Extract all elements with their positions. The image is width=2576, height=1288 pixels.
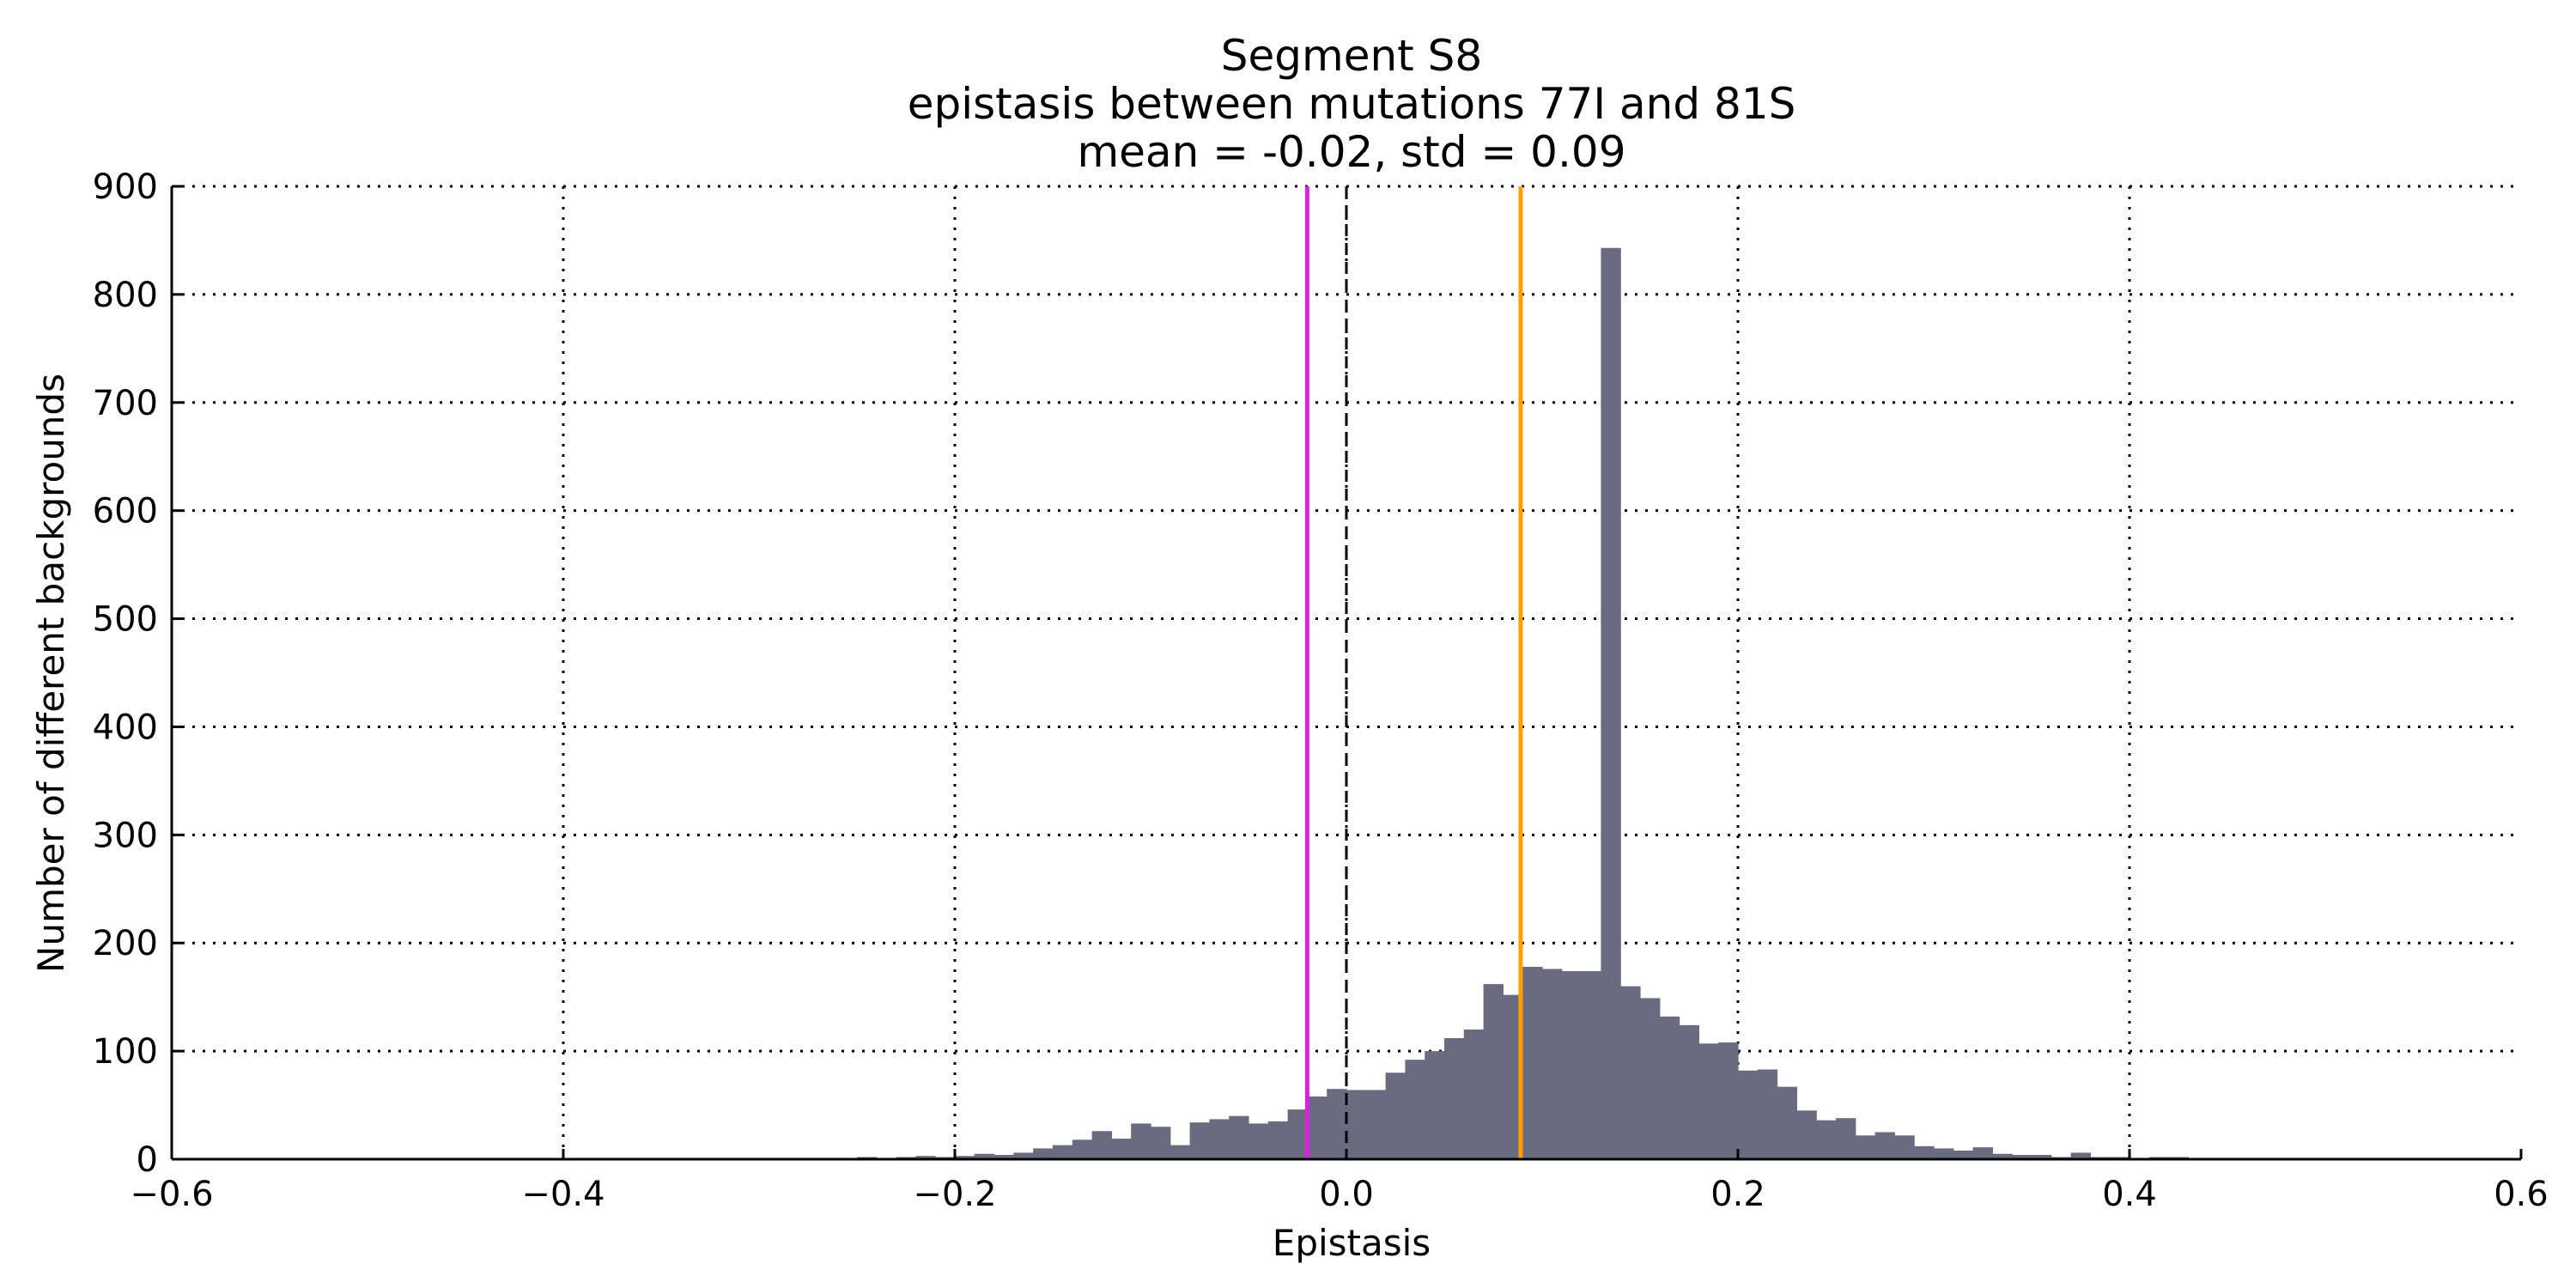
- y-tick-label: 500: [93, 600, 158, 640]
- histogram-bar: [1953, 1150, 1974, 1159]
- histogram-bar: [1836, 1118, 1856, 1159]
- x-axis-ticks: −0.6 −0.4 −0.2 0.0 0.2 0.4 0.6: [130, 1149, 2549, 1214]
- x-tick-label: −0.4: [521, 1175, 605, 1214]
- histogram-bar: [1249, 1123, 1269, 1159]
- histogram-bar: [1209, 1119, 1230, 1159]
- histogram-bar: [955, 1156, 975, 1159]
- histogram-bar: [1855, 1135, 1876, 1159]
- histogram-bar: [1091, 1131, 1112, 1159]
- histogram-bar: [1698, 1043, 1719, 1159]
- histogram-bar: [1718, 1042, 1739, 1159]
- histogram-bar: [1992, 1153, 2013, 1159]
- y-tick-label: 400: [93, 708, 158, 747]
- histogram-bar: [1033, 1148, 1054, 1159]
- histogram-bar: [1542, 969, 1563, 1159]
- chart-title-line-3: mean = -0.02, std = 0.09: [1077, 127, 1625, 177]
- histogram-bar: [1757, 1069, 1778, 1159]
- chart-title-line-1: Segment S8: [1221, 31, 1482, 81]
- histogram-bar: [1072, 1139, 1093, 1159]
- histogram-bar: [2070, 1152, 2091, 1159]
- grid-lines: [172, 185, 2521, 1159]
- histogram-bar: [1111, 1139, 1132, 1159]
- histogram-bar: [1816, 1120, 1837, 1159]
- histogram-bar: [1151, 1127, 1171, 1159]
- histogram-bar: [1972, 1147, 1993, 1159]
- histogram-bar: [1385, 1072, 1406, 1159]
- histogram-bar: [1894, 1135, 1915, 1159]
- y-tick-label: 0: [137, 1140, 158, 1180]
- histogram-bar: [1503, 994, 1523, 1159]
- histogram-bar: [1307, 1096, 1327, 1159]
- histogram-bar: [993, 1154, 1014, 1159]
- y-tick-label: 700: [93, 384, 158, 423]
- x-tick-label: 0.4: [2102, 1175, 2157, 1214]
- histogram-bar: [1601, 247, 1621, 1160]
- histogram-bar: [1561, 970, 1583, 1159]
- x-tick-label: 0.0: [1319, 1175, 1374, 1214]
- histogram-bar: [1287, 1109, 1308, 1159]
- histogram-bar: [1738, 1070, 1759, 1159]
- y-tick-label: 100: [93, 1032, 158, 1072]
- y-tick-label: 200: [93, 924, 158, 963]
- histogram-bar: [974, 1153, 995, 1159]
- histogram-bar: [1189, 1122, 1210, 1159]
- x-tick-label: 0.2: [1710, 1175, 1765, 1214]
- histogram-bar: [1229, 1115, 1249, 1159]
- x-axis-label: Epistasis: [1273, 1222, 1431, 1264]
- reference-lines: [1304, 186, 1523, 1159]
- histogram-bar: [1914, 1145, 1935, 1159]
- histogram-bar: [1620, 986, 1641, 1159]
- histogram-bar: [1796, 1110, 1817, 1159]
- histogram-bar: [1581, 970, 1601, 1159]
- histogram-bar: [1483, 984, 1504, 1159]
- histogram-bar: [1346, 1090, 1367, 1159]
- histogram-bar: [2012, 1154, 2032, 1159]
- histogram-bar: [1934, 1148, 1954, 1159]
- y-tick-label: 900: [93, 167, 158, 207]
- y-tick-label: 600: [93, 492, 158, 532]
- histogram-bar: [1679, 1024, 1699, 1159]
- histogram-bar: [1874, 1132, 1895, 1159]
- chart-title-line-2: epistasis between mutations 77I and 81S: [908, 79, 1796, 129]
- histogram-bar: [1365, 1090, 1387, 1159]
- histogram-bar: [1425, 1051, 1445, 1159]
- histogram-bar: [1170, 1145, 1191, 1159]
- histogram-bar: [1267, 1121, 1289, 1159]
- histogram-bar: [1053, 1145, 1073, 1159]
- histogram-bar: [1463, 1029, 1485, 1159]
- histogram-bar: [1659, 1016, 1680, 1159]
- histogram-bar: [2032, 1154, 2052, 1159]
- y-tick-label: 300: [93, 816, 158, 855]
- y-tick-label: 800: [93, 276, 158, 315]
- histogram-bar: [1640, 998, 1661, 1159]
- histogram-bar: [1013, 1152, 1034, 1159]
- histogram-bar: [1327, 1089, 1347, 1159]
- histogram-bar: [1444, 1038, 1465, 1159]
- histogram-bar: [1131, 1123, 1151, 1159]
- histogram-bar: [1777, 1086, 1797, 1159]
- x-tick-label: −0.6: [130, 1175, 213, 1214]
- y-axis-label: Number of different backgrounds: [30, 374, 72, 973]
- x-tick-label: 0.6: [2494, 1175, 2549, 1214]
- x-tick-label: −0.2: [913, 1175, 996, 1214]
- histogram-bar: [1522, 966, 1543, 1159]
- histogram-bar: [915, 1156, 936, 1159]
- histogram-bar: [1405, 1060, 1425, 1159]
- y-axis-ticks: 0 100 200 300 400 500 600 700 800 900: [93, 167, 182, 1180]
